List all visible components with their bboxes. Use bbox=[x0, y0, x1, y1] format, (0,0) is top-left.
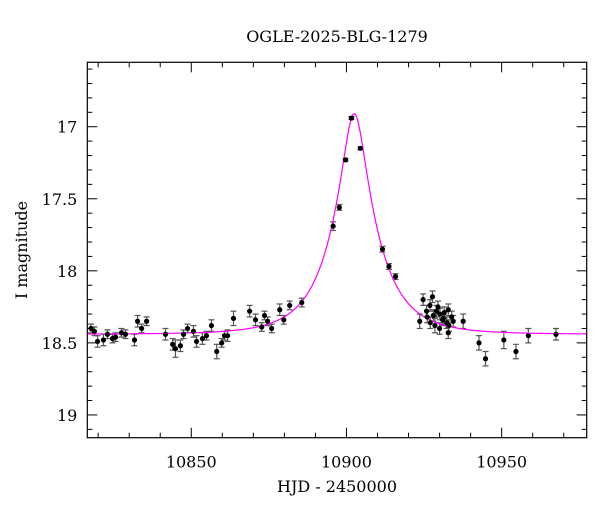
data-point bbox=[265, 318, 271, 324]
data-point bbox=[104, 331, 111, 337]
data-point bbox=[112, 334, 119, 340]
data-point bbox=[269, 325, 275, 332]
data-point bbox=[184, 325, 191, 332]
data-point bbox=[94, 338, 101, 345]
data-point bbox=[501, 337, 507, 343]
data-point bbox=[423, 308, 430, 314]
data-point bbox=[330, 223, 336, 229]
data-point bbox=[429, 294, 436, 300]
plot-frame bbox=[86, 61, 588, 439]
data-point bbox=[449, 314, 455, 320]
data-point bbox=[553, 331, 559, 337]
data-point bbox=[440, 317, 446, 323]
data-point bbox=[348, 115, 355, 121]
data-point bbox=[525, 333, 531, 339]
data-point bbox=[281, 317, 287, 323]
y-tick-label: 17 bbox=[57, 118, 77, 137]
data-point bbox=[277, 307, 283, 313]
axis-ticks bbox=[87, 62, 587, 438]
x-tick-label: 10850 bbox=[166, 453, 217, 472]
model-curve bbox=[87, 113, 587, 335]
data-point bbox=[336, 204, 342, 211]
data-point bbox=[122, 331, 129, 337]
data-point bbox=[420, 297, 426, 303]
y-tick-label: 19 bbox=[57, 406, 77, 425]
data-point bbox=[193, 338, 200, 345]
data-point bbox=[386, 263, 392, 270]
data-point bbox=[143, 318, 150, 324]
data-point bbox=[214, 348, 220, 355]
data-point bbox=[259, 324, 265, 330]
data-point bbox=[446, 322, 452, 329]
data-point bbox=[357, 145, 364, 151]
data-point bbox=[417, 318, 423, 324]
data-point bbox=[172, 346, 179, 352]
data-point bbox=[287, 302, 293, 309]
data-point bbox=[177, 343, 184, 349]
data-point bbox=[208, 322, 215, 329]
data-point bbox=[445, 307, 451, 313]
data-point bbox=[131, 337, 138, 343]
data-point bbox=[476, 340, 482, 346]
data-point bbox=[134, 318, 141, 324]
data-point bbox=[433, 308, 440, 314]
data-point bbox=[230, 315, 237, 321]
data-point bbox=[460, 318, 466, 324]
data-point bbox=[190, 328, 197, 334]
x-tick-label: 10900 bbox=[321, 453, 372, 472]
data-point bbox=[199, 335, 206, 342]
data-point bbox=[252, 317, 259, 323]
data-point bbox=[118, 330, 125, 336]
data-point bbox=[432, 322, 438, 329]
y-tick-label: 18.5 bbox=[42, 334, 78, 353]
data-point bbox=[436, 325, 443, 332]
data-point bbox=[427, 320, 433, 326]
data-point bbox=[203, 333, 210, 339]
data-point bbox=[441, 310, 447, 316]
data-point bbox=[424, 314, 430, 320]
data-point bbox=[379, 246, 386, 252]
x-axis-title: HJD - 2450000 bbox=[277, 477, 397, 496]
data-point bbox=[88, 325, 94, 332]
data-point bbox=[224, 333, 231, 339]
data-point bbox=[392, 273, 399, 280]
data-point bbox=[482, 356, 489, 362]
data-point bbox=[430, 312, 436, 319]
data-point bbox=[450, 318, 456, 324]
data-points bbox=[88, 115, 559, 362]
y-tick-labels: 17 17.5 18 18.5 19 bbox=[42, 118, 78, 425]
y-tick-label: 17.5 bbox=[42, 190, 78, 209]
error-bars bbox=[88, 116, 559, 367]
x-tick-labels: 10850 10900 10950 bbox=[166, 453, 527, 472]
data-point bbox=[427, 302, 433, 309]
data-point bbox=[139, 325, 145, 332]
data-point bbox=[180, 331, 187, 337]
x-tick-label: 10950 bbox=[476, 453, 527, 472]
data-point bbox=[91, 328, 98, 334]
y-tick-label: 18 bbox=[57, 262, 77, 281]
data-point bbox=[219, 340, 225, 346]
y-axis-title: I magnitude bbox=[12, 201, 31, 299]
data-point bbox=[435, 304, 441, 310]
data-point bbox=[162, 331, 169, 337]
data-point bbox=[342, 157, 349, 163]
data-point bbox=[261, 312, 268, 319]
data-point bbox=[170, 341, 176, 347]
chart-title: OGLE-2025-BLG-1279 bbox=[246, 27, 428, 46]
data-point bbox=[445, 330, 451, 336]
data-point bbox=[100, 337, 107, 343]
data-point bbox=[513, 348, 519, 355]
data-point bbox=[299, 299, 305, 306]
data-point bbox=[437, 311, 443, 317]
data-point bbox=[247, 308, 253, 314]
